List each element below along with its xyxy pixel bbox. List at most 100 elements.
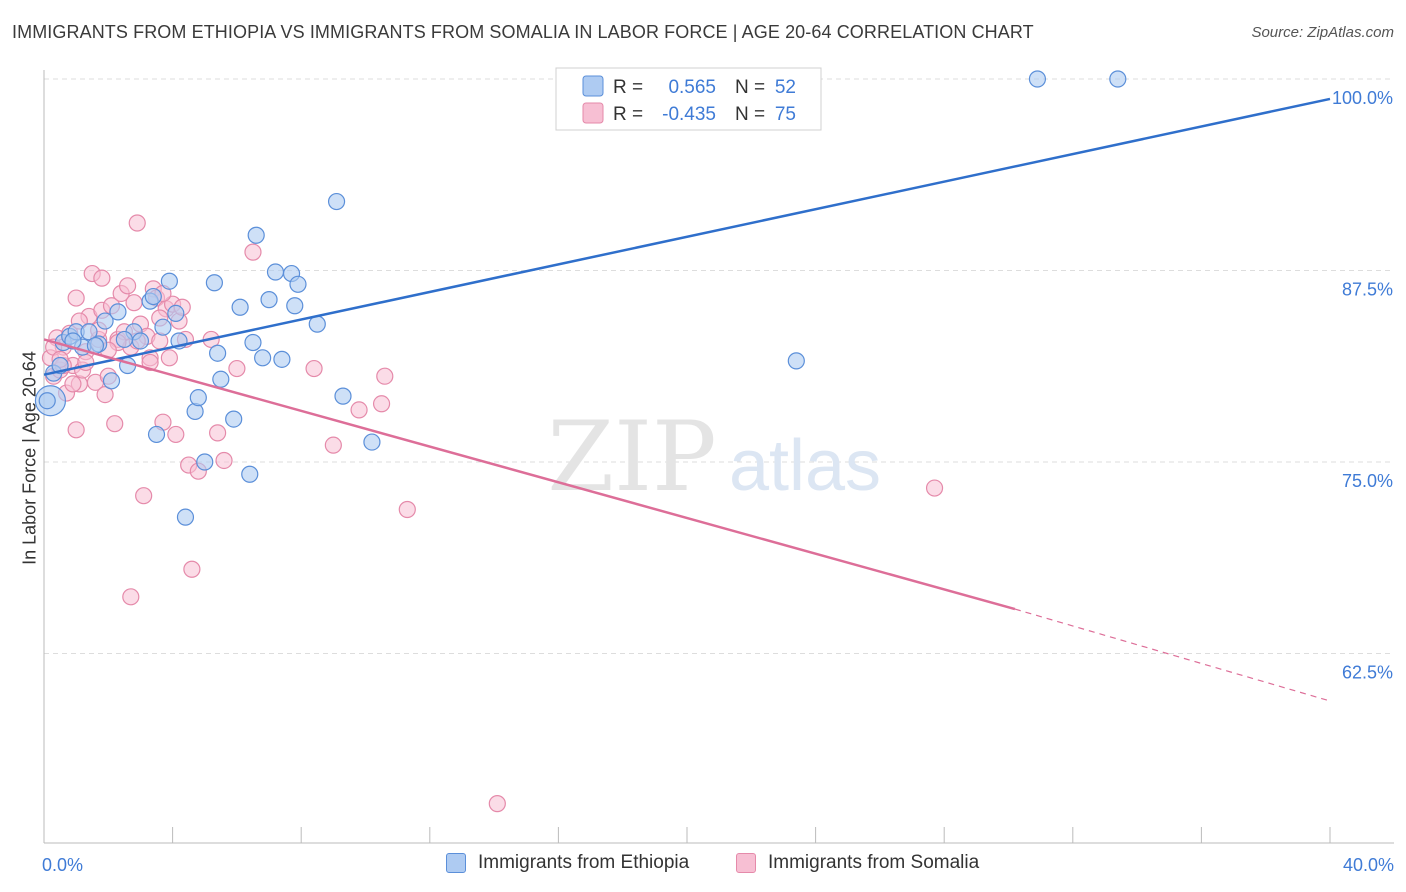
somalia-point xyxy=(122,588,140,606)
legend-item-ethiopia: Immigrants from Ethiopia xyxy=(446,852,689,874)
ethiopia-point xyxy=(147,425,166,444)
somalia-point xyxy=(209,424,227,442)
somalia-point xyxy=(118,277,137,295)
ethiopia-point xyxy=(115,330,133,349)
ethiopia-point xyxy=(260,291,278,309)
ethiopia-point xyxy=(334,387,352,405)
watermark-atlas: atlas xyxy=(729,426,881,506)
ethiopia-point xyxy=(80,323,98,341)
somalia-point xyxy=(64,375,82,393)
ethiopia-point xyxy=(244,333,262,352)
ethiopia-point xyxy=(286,297,304,315)
somalia-point xyxy=(160,349,178,367)
ethiopia-point xyxy=(1028,70,1047,88)
somalia-point xyxy=(183,560,201,578)
legend-n-label-1: N = xyxy=(735,77,765,98)
legend-swatch-ethiopia-bottom xyxy=(446,853,466,873)
watermark: ZIP atlas xyxy=(547,401,881,513)
axes xyxy=(43,70,1394,844)
ethiopia-point xyxy=(196,453,214,471)
somalia-point xyxy=(67,421,85,439)
legend-bottom: Immigrants from Ethiopia Immigrants from… xyxy=(0,852,1406,878)
ethiopia-point xyxy=(205,274,223,292)
legend-n-value-2: 75 xyxy=(775,104,796,125)
somalia-point xyxy=(305,359,323,378)
y-tick-label: 75.0% xyxy=(1342,471,1393,491)
trend-lines xyxy=(43,97,1331,702)
ethiopia-point xyxy=(144,287,162,306)
legend-n-label-2: N = xyxy=(735,104,765,125)
legend-r-value-1: 0.565 xyxy=(668,77,716,98)
ethiopia-point xyxy=(96,312,114,330)
watermark-zip: ZIP xyxy=(547,401,716,513)
legend-swatch-somalia xyxy=(582,102,604,124)
somalia-point xyxy=(350,401,368,419)
legend-n-value-1: 52 xyxy=(775,77,796,98)
somalia-point xyxy=(128,214,146,232)
somalia-point xyxy=(125,294,143,312)
somalia-point xyxy=(324,436,342,454)
ethiopia-point xyxy=(102,372,121,390)
ethiopia-point xyxy=(189,389,207,407)
ethiopia-point xyxy=(131,332,150,350)
ethiopia-point xyxy=(209,344,227,362)
somalia-point xyxy=(398,500,416,519)
legend-label-somalia: Immigrants from Somalia xyxy=(768,852,980,873)
ethiopia-trend-line xyxy=(43,97,1331,376)
y-tick-labels: 100.0% 87.5% 75.0% 62.5% xyxy=(1332,88,1393,683)
legend-swatch-ethiopia xyxy=(582,75,604,97)
somalia-point xyxy=(67,289,85,307)
somalia-point xyxy=(228,359,246,378)
source-credit: Source: ZipAtlas.com xyxy=(1251,24,1394,41)
chart-title: IMMIGRANTS FROM ETHIOPIA VS IMMIGRANTS F… xyxy=(12,22,1034,42)
y-axis-label: In Labor Force | Age 20-64 xyxy=(19,351,40,565)
somalia-points xyxy=(41,214,944,813)
somalia-point xyxy=(96,385,114,404)
ethiopia-point xyxy=(363,433,381,451)
ethiopia-point xyxy=(266,263,285,281)
legend-item-somalia: Immigrants from Somalia xyxy=(736,852,979,874)
legend-r-label-2: R = xyxy=(613,104,643,125)
somalia-point xyxy=(167,425,185,444)
legend-top: R = 0.565 N = 52 R = -0.435 N = 75 xyxy=(555,67,822,131)
x-tick-label: 0.0% xyxy=(42,855,83,875)
somalia-point xyxy=(93,269,111,287)
ethiopia-point xyxy=(327,192,346,211)
somalia-point xyxy=(925,479,944,497)
ethiopia-point xyxy=(273,350,291,368)
legend-label-ethiopia: Immigrants from Ethiopia xyxy=(478,852,690,873)
legend-r-value-2: -0.435 xyxy=(662,104,716,125)
ethiopia-point xyxy=(64,332,82,350)
legend-r-label-1: R = xyxy=(613,77,643,98)
ethiopia-point xyxy=(247,226,265,244)
somalia-point xyxy=(135,487,153,505)
y-tick-label: 100.0% xyxy=(1332,88,1393,108)
somalia-point xyxy=(141,353,159,372)
x-tick-labels: 0.0% 40.0% xyxy=(42,855,1394,875)
x-tick-label: 40.0% xyxy=(1343,855,1394,875)
ethiopia-point xyxy=(38,392,56,410)
ethiopia-point xyxy=(225,410,243,428)
ethiopia-point xyxy=(160,272,178,290)
somalia-trend-extension xyxy=(1014,608,1331,702)
y-tick-label: 87.5% xyxy=(1342,280,1393,300)
somalia-point xyxy=(244,243,262,261)
somalia-point xyxy=(372,395,391,413)
ethiopia-point xyxy=(289,275,307,293)
somalia-point xyxy=(376,367,394,385)
ethiopia-point xyxy=(254,349,272,367)
ethiopia-point xyxy=(176,508,195,526)
ethiopia-point xyxy=(212,370,230,388)
legend-swatch-somalia-bottom xyxy=(736,853,756,873)
somalia-trend-line xyxy=(43,338,1016,611)
ethiopia-point xyxy=(109,303,127,321)
grid-lines xyxy=(44,78,1394,654)
ethiopia-point xyxy=(787,352,805,370)
ethiopia-point xyxy=(1109,70,1127,88)
ethiopia-point xyxy=(167,304,185,322)
somalia-point xyxy=(215,451,233,470)
somalia-point xyxy=(488,795,506,813)
ethiopia-point xyxy=(231,298,249,316)
somalia-point xyxy=(106,415,124,433)
